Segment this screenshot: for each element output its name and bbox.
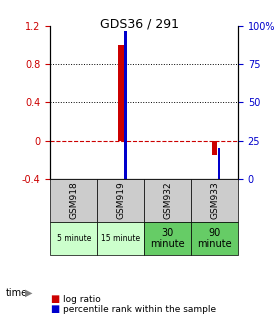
FancyBboxPatch shape: [50, 179, 97, 222]
FancyBboxPatch shape: [144, 179, 191, 222]
FancyBboxPatch shape: [97, 179, 144, 222]
Text: ■: ■: [50, 304, 60, 314]
Bar: [124, 31, 127, 179]
Text: 15 minute: 15 minute: [101, 234, 140, 243]
Text: GSM919: GSM919: [116, 181, 125, 219]
FancyBboxPatch shape: [50, 222, 97, 255]
Text: GDS36 / 291: GDS36 / 291: [101, 18, 179, 31]
Text: GSM918: GSM918: [69, 181, 78, 219]
Bar: [218, 148, 220, 179]
FancyBboxPatch shape: [191, 179, 238, 222]
Text: GSM933: GSM933: [210, 181, 219, 219]
Text: percentile rank within the sample: percentile rank within the sample: [63, 304, 216, 314]
Text: 90
minute: 90 minute: [197, 228, 232, 249]
Text: ▶: ▶: [25, 288, 33, 298]
Text: ■: ■: [50, 294, 60, 304]
Text: time: time: [6, 288, 28, 298]
Text: 30
minute: 30 minute: [150, 228, 185, 249]
Bar: [118, 45, 123, 141]
FancyBboxPatch shape: [191, 222, 238, 255]
Bar: [212, 141, 217, 155]
Text: GSM932: GSM932: [163, 181, 172, 219]
FancyBboxPatch shape: [97, 222, 144, 255]
Text: 5 minute: 5 minute: [57, 234, 91, 243]
Text: log ratio: log ratio: [63, 295, 101, 304]
FancyBboxPatch shape: [144, 222, 191, 255]
